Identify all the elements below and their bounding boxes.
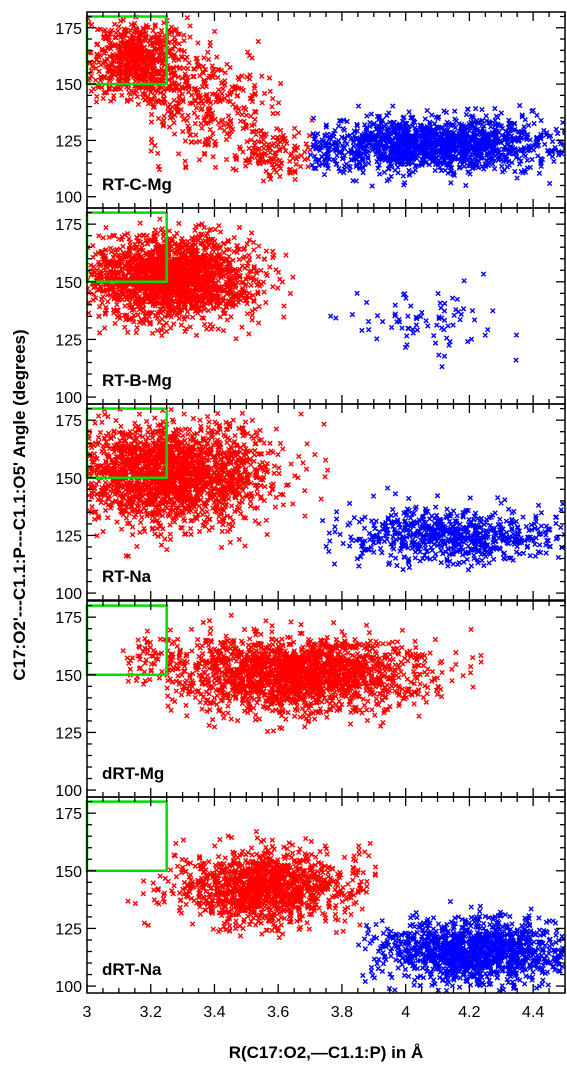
panel-drt-na: 100 125 150 175 dRT-Na xyxy=(55,796,566,996)
y-tick-label: 150 xyxy=(55,77,82,94)
x-tick-label: 4.2 xyxy=(458,1004,480,1021)
points-0 xyxy=(87,14,565,189)
y-tick-label: 175 xyxy=(55,610,82,627)
x-axis-label: R(C17:O2,—C1.1:P) in Å xyxy=(229,1043,424,1062)
y-tick-label: 175 xyxy=(55,413,82,430)
panel-rt-c-mg: 100 125 150 175 RT-C-Mg xyxy=(55,11,566,209)
panel-label: RT-C-Mg xyxy=(102,175,172,194)
panel-label: dRT-Na xyxy=(102,960,162,979)
points-4 xyxy=(125,828,565,993)
points-2 xyxy=(87,406,565,573)
points-1 xyxy=(87,216,520,370)
series-blue-0-3 xyxy=(307,102,565,189)
y-tick-label: 125 xyxy=(55,133,82,150)
series-red-2-0 xyxy=(87,406,331,559)
y-axis-label: C17:O2'---C1.1:P---C1.1:O5' Angle (degre… xyxy=(10,329,29,680)
points-3 xyxy=(120,612,484,735)
series-red-0-0 xyxy=(87,14,230,107)
series-red-1-0 xyxy=(87,216,296,342)
y-tick-label: 175 xyxy=(55,806,82,823)
y-tick-label: 100 xyxy=(55,586,82,603)
y-tick-label: 100 xyxy=(55,783,82,800)
x-tick-label: 3.2 xyxy=(140,1004,162,1021)
y-tick-label: 125 xyxy=(55,528,82,545)
y-tick-label: 150 xyxy=(55,668,82,685)
series-blue-1-1 xyxy=(328,271,520,370)
panel-rt-na: 100 125 150 175 RT-Na xyxy=(55,403,566,603)
panel-label: RT-B-Mg xyxy=(102,371,172,390)
x-tick-label: 3 xyxy=(83,1004,92,1021)
panel-rt-b-mg: 100 125 150 175 RT-B-Mg xyxy=(55,207,566,407)
y-tick-label: 100 xyxy=(55,979,82,996)
y-tick-label: 100 xyxy=(55,190,82,207)
y-tick-label: 125 xyxy=(55,725,82,742)
panel-label: RT-Na xyxy=(102,567,152,586)
panel-drt-mg: 100 125 150 175 dRT-Mg xyxy=(55,600,566,800)
y-tick-label: 125 xyxy=(55,921,82,938)
x-tick-label: 3.4 xyxy=(203,1004,225,1021)
x-tick-label: 3.8 xyxy=(331,1004,353,1021)
y-tick-label: 175 xyxy=(55,217,82,234)
series-red-0-2 xyxy=(230,117,319,184)
y-tick-label: 150 xyxy=(55,471,82,488)
y-tick-label: 150 xyxy=(55,275,82,292)
highlight-box xyxy=(85,800,168,873)
series-red-3-1 xyxy=(164,612,484,735)
y-tick-label: 100 xyxy=(55,390,82,407)
x-tick-label: 4.4 xyxy=(522,1004,544,1021)
y-tick-label: 175 xyxy=(55,21,82,38)
y-tick-label: 125 xyxy=(55,332,82,349)
y-tick-label: 150 xyxy=(55,864,82,881)
series-blue-2-1 xyxy=(319,485,565,573)
series-red-3-0 xyxy=(120,627,185,687)
series-red-4-0 xyxy=(125,828,379,941)
x-tick-label: 4 xyxy=(401,1004,410,1021)
series-blue-4-1 xyxy=(355,898,565,993)
x-tick-label: 3.6 xyxy=(267,1004,289,1021)
panel-label: dRT-Mg xyxy=(102,764,164,783)
